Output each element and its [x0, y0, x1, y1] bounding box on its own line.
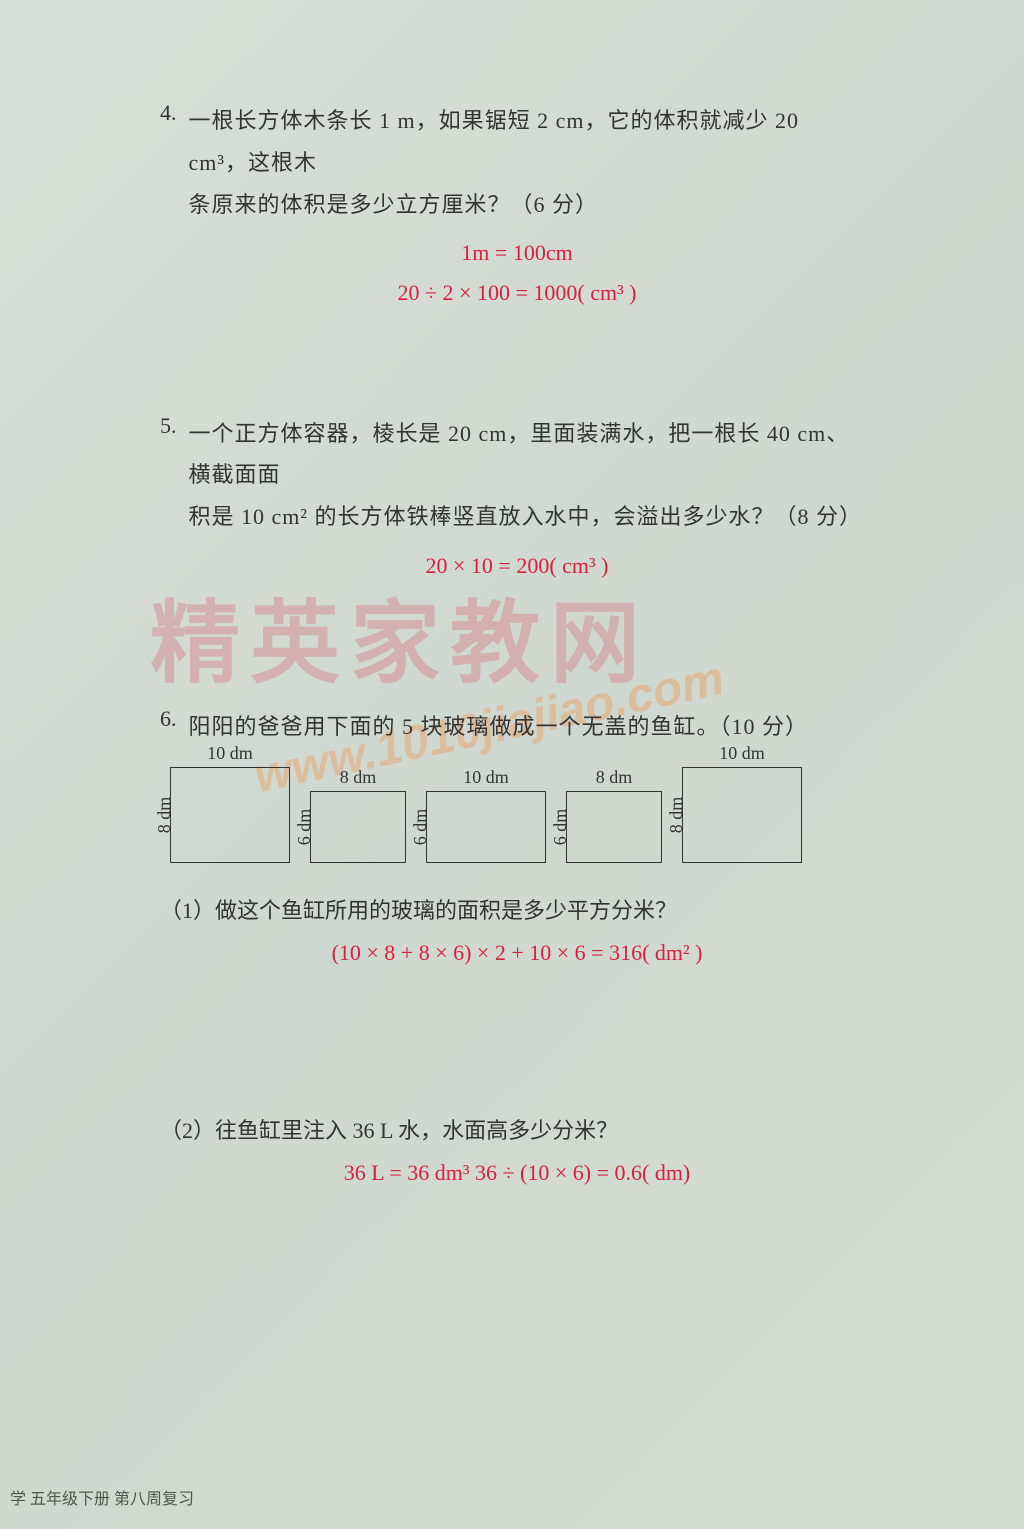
- glass-rect: [170, 767, 290, 863]
- dimension-label: 8 dm: [666, 797, 687, 834]
- solution-line: 1m = 100cm: [160, 233, 874, 273]
- rect-wrapper: 8 dm 6 dm: [310, 791, 406, 863]
- problem-5: 5. 一个正方体容器，棱长是 20 cm，里面装满水，把一根长 40 cm、横截…: [160, 413, 874, 586]
- page-footer: 学 五年级下册 第八周复习: [0, 1485, 194, 1509]
- sub-problem-1: （1）做这个鱼缸所用的玻璃的面积是多少平方分米？ (10 × 8 + 8 × 6…: [160, 893, 874, 973]
- problem-text-line: 积是 10 cm² 的长方体铁棒竖直放入水中，会溢出多少水？（8 分）: [189, 504, 862, 529]
- rect-wrapper: 10 dm 6 dm: [426, 791, 546, 863]
- glass-rect: [310, 791, 406, 863]
- glass-rect: [426, 791, 546, 863]
- solution-block: (10 × 8 + 8 × 6) × 2 + 10 × 6 = 316( dm²…: [160, 933, 874, 973]
- dimension-label: 8 dm: [596, 767, 633, 788]
- glass-rect: [566, 791, 662, 863]
- dimension-label: 6 dm: [294, 809, 315, 846]
- dimension-label: 6 dm: [550, 809, 571, 846]
- problem-text-line: 一个正方体容器，棱长是 20 cm，里面装满水，把一根长 40 cm、横截面面: [189, 421, 850, 488]
- problem-4: 4. 一根长方体木条长 1 m，如果锯短 2 cm，它的体积就减少 20 cm³…: [160, 100, 874, 313]
- rectangles-diagram: 10 dm 8 dm 8 dm 6 dm 10 dm 6 dm 8 dm 6 d…: [170, 767, 874, 863]
- solution-line: (10 × 8 + 8 × 6) × 2 + 10 × 6 = 316( dm²…: [160, 933, 874, 973]
- solution-block: 36 L = 36 dm³ 36 ÷ (10 × 6) = 0.6( dm): [160, 1153, 874, 1193]
- solution-block: 1m = 100cm 20 ÷ 2 × 100 = 1000( cm³ ): [160, 233, 874, 312]
- problem-text-line: 条原来的体积是多少立方厘米？（6 分）: [189, 192, 599, 217]
- solution-line: 36 L = 36 dm³ 36 ÷ (10 × 6) = 0.6( dm): [160, 1153, 874, 1193]
- solution-line: 20 ÷ 2 × 100 = 1000( cm³ ): [160, 273, 874, 313]
- problem-number: 4.: [160, 100, 177, 126]
- dimension-label: 10 dm: [719, 743, 765, 764]
- sub-problem-text: （1）做这个鱼缸所用的玻璃的面积是多少平方分米？: [160, 898, 677, 923]
- dimension-label: 10 dm: [207, 743, 253, 764]
- dimension-label: 6 dm: [410, 809, 431, 846]
- dimension-label: 8 dm: [154, 797, 175, 834]
- sub-problem-2: （2）往鱼缸里注入 36 L 水，水面高多少分米？ 36 L = 36 dm³ …: [160, 1113, 874, 1193]
- rect-wrapper: 8 dm 6 dm: [566, 791, 662, 863]
- dimension-label: 8 dm: [340, 767, 377, 788]
- solution-line: 20 × 10 = 200( cm³ ): [160, 546, 874, 586]
- problem-text-line: 一根长方体木条长 1 m，如果锯短 2 cm，它的体积就减少 20 cm³，这根…: [189, 108, 800, 175]
- problem-number: 5.: [160, 413, 177, 439]
- solution-block: 20 × 10 = 200( cm³ ): [160, 546, 874, 586]
- dimension-label: 10 dm: [463, 767, 509, 788]
- problem-text-line: 阳阳的爸爸用下面的 5 块玻璃做成一个无盖的鱼缸。（10 分）: [189, 714, 809, 739]
- problem-number: 6.: [160, 706, 177, 732]
- rect-wrapper: 10 dm 8 dm: [682, 767, 802, 863]
- rect-wrapper: 10 dm 8 dm: [170, 767, 290, 863]
- glass-rect: [682, 767, 802, 863]
- problem-6: 6. 阳阳的爸爸用下面的 5 块玻璃做成一个无盖的鱼缸。（10 分） 10 dm…: [160, 706, 874, 1193]
- sub-problem-text: （2）往鱼缸里注入 36 L 水，水面高多少分米？: [160, 1118, 618, 1143]
